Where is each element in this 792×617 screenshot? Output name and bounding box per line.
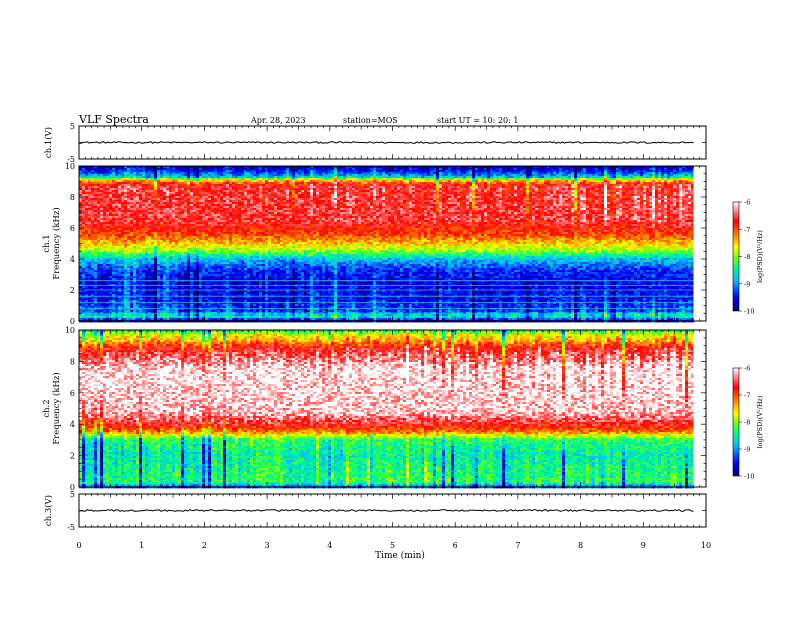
ch1-voltage-panel: 5-5ch.1(V) bbox=[43, 122, 706, 164]
spectrogram-cells bbox=[79, 166, 694, 322]
figure-title: VLF Spectra bbox=[78, 113, 149, 126]
date-label: Apr. 28, 2023 bbox=[250, 116, 306, 125]
vlf-spectra-figure: VLF Spectra Apr. 28, 2023 station=MOS st… bbox=[0, 0, 792, 612]
start-time-label: start UT = 10: 20: 1 bbox=[437, 116, 518, 125]
voltage-trace bbox=[79, 142, 694, 144]
y-axis-label: ch.1(V) bbox=[43, 127, 54, 158]
y-tick-label: 5 bbox=[70, 122, 75, 131]
station-label: station=MOS bbox=[343, 116, 398, 125]
figure-svg: VLF Spectra Apr. 28, 2023 station=MOS st… bbox=[0, 0, 792, 612]
